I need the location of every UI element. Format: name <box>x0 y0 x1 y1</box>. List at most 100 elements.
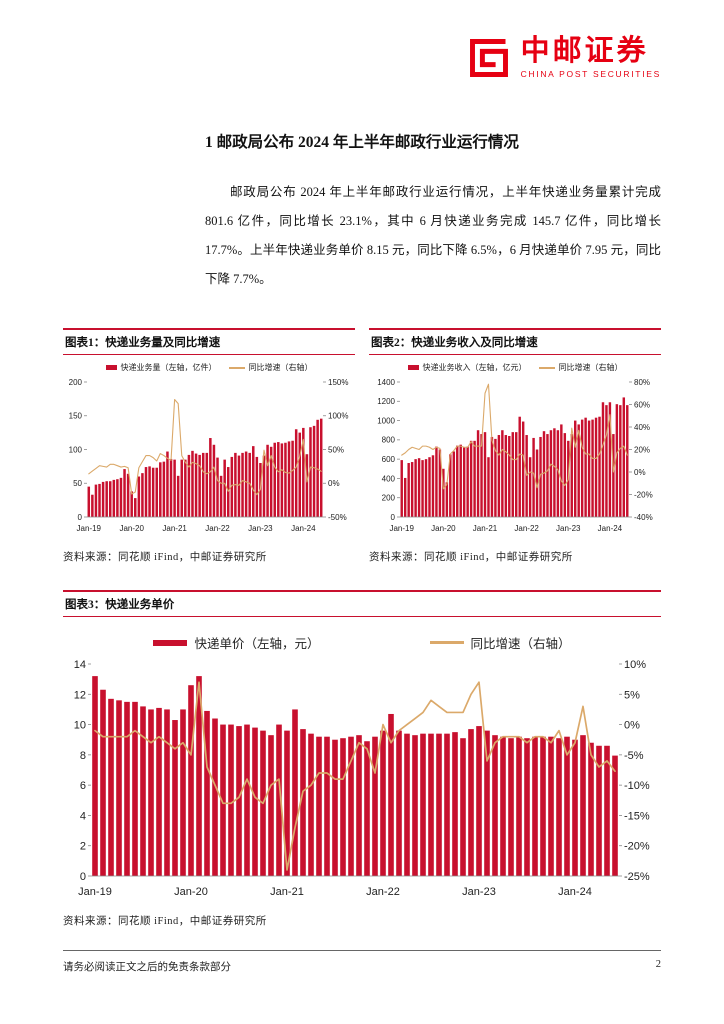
svg-text:200: 200 <box>69 378 83 387</box>
svg-text:0%: 0% <box>328 479 340 488</box>
svg-text:Jan-20: Jan-20 <box>431 524 456 533</box>
brand-text: 中邮证券 CHINA POST SECURITIES <box>521 37 661 79</box>
brand-name-cn: 中邮证券 <box>520 35 649 68</box>
svg-text:0: 0 <box>80 871 86 883</box>
svg-text:1200: 1200 <box>377 397 395 406</box>
svg-text:40%: 40% <box>634 423 650 432</box>
svg-text:600: 600 <box>382 455 396 464</box>
figure3-legend-bars: 快递单价（左轴，元） <box>153 633 320 652</box>
figure3-legend-line: 同比增速（右轴） <box>429 633 571 652</box>
svg-text:Jan-20: Jan-20 <box>174 886 208 898</box>
figure3-block: 图表3：快递业务单价 快递单价（左轴，元） 同比增速（右轴） 0 2 4 6 8 10 12… <box>63 590 661 928</box>
svg-text:0%: 0% <box>634 468 646 477</box>
figure2-chart-canvas: 0 200 400 600 800 1000 1200 1400 -40% -20% 0% 20% 40… <box>369 374 661 539</box>
svg-text:100: 100 <box>69 445 83 454</box>
figure3-chart-svg: 0 2 4 6 8 10 12 14 -25% -20% -15% -10% -5% 0% 5% 10% Jan… <box>74 659 650 898</box>
figure2-title: 图表2：快递业务收入及同比增速 <box>369 328 661 355</box>
figure1-legend: 快递业务量（左轴，亿件） 同比增速（右轴） <box>63 362 355 373</box>
svg-text:-10%: -10% <box>624 780 650 792</box>
figure1-chart-canvas: 0 50 100 150 200 -50% 0% 50% 100% 150% Jan-19 Jan-2… <box>63 374 355 539</box>
svg-text:1000: 1000 <box>377 416 395 425</box>
svg-text:100%: 100% <box>328 412 348 421</box>
figure2-line-legend-label: 同比增速（右轴） <box>558 363 623 372</box>
svg-text:-25%: -25% <box>624 871 650 883</box>
svg-text:-5%: -5% <box>624 750 644 762</box>
line-legend-swatch-icon <box>228 366 245 369</box>
figure1-block: 图表1：快递业务量及同比增速 快递业务量（左轴，亿件） 同比增速（右轴） 0 50… <box>63 328 355 564</box>
svg-text:-20%: -20% <box>634 490 653 499</box>
svg-text:50: 50 <box>73 479 82 488</box>
svg-text:2: 2 <box>80 841 86 853</box>
figure1-chart-svg: 0 50 100 150 200 -50% 0% 50% 100% 150% Jan-19 Jan-2… <box>69 378 349 533</box>
figure1-legend-line: 同比增速（右轴） <box>228 362 313 373</box>
section-heading: 1 邮政局公布 2024 年上半年邮政行业运行情况 <box>205 134 519 151</box>
svg-text:10: 10 <box>74 720 86 732</box>
svg-text:20%: 20% <box>634 445 650 454</box>
svg-text:10%: 10% <box>624 659 646 671</box>
page-footer: 请务必阅读正文之后的免责条款部分 2 <box>63 950 661 974</box>
svg-text:Jan-22: Jan-22 <box>514 524 539 533</box>
svg-text:14: 14 <box>74 659 86 671</box>
figure3-source-note: 资料来源：同花顺 iFind，中邮证券研究所 <box>63 916 267 927</box>
body-paragraph: 邮政局公布 2024 年上半年邮政行业运行情况，上半年快递业务量累计完成 801… <box>205 185 661 286</box>
figure2-chart-svg: 0 200 400 600 800 1000 1200 1400 -40% -20% 0% 20% 40… <box>377 378 653 533</box>
svg-text:Jan-21: Jan-21 <box>473 524 498 533</box>
bar-legend-swatch-icon <box>105 365 117 370</box>
svg-text:0%: 0% <box>624 720 640 732</box>
svg-text:-15%: -15% <box>624 810 650 822</box>
svg-text:Jan-21: Jan-21 <box>270 886 304 898</box>
svg-text:8: 8 <box>80 750 86 762</box>
svg-text:4: 4 <box>80 810 86 822</box>
svg-text:Jan-22: Jan-22 <box>205 524 230 533</box>
figure1-bar-legend-label: 快递业务量（左轴，亿件） <box>120 363 217 372</box>
svg-text:400: 400 <box>382 474 396 483</box>
svg-text:200: 200 <box>382 494 396 503</box>
svg-text:Jan-20: Jan-20 <box>119 524 144 533</box>
svg-text:Jan-22: Jan-22 <box>366 886 400 898</box>
china-post-logo-icon <box>469 39 508 77</box>
svg-text:Jan-24: Jan-24 <box>598 524 623 533</box>
svg-text:1400: 1400 <box>377 378 395 387</box>
svg-text:0: 0 <box>78 513 83 522</box>
svg-text:Jan-19: Jan-19 <box>389 524 414 533</box>
figure1-title: 图表1：快递业务量及同比增速 <box>63 328 355 355</box>
brand-name-en: CHINA POST SECURITIES <box>520 69 661 80</box>
svg-text:Jan-23: Jan-23 <box>462 886 496 898</box>
bar-legend-swatch-icon <box>153 639 188 646</box>
svg-text:-50%: -50% <box>328 513 347 522</box>
svg-text:-40%: -40% <box>634 513 653 522</box>
svg-text:Jan-24: Jan-24 <box>291 524 316 533</box>
svg-text:Jan-21: Jan-21 <box>162 524 187 533</box>
figure1-line-legend-label: 同比增速（右轴） <box>248 363 313 372</box>
figures-row: 图表1：快递业务量及同比增速 快递业务量（左轴，亿件） 同比增速（右轴） 0 50… <box>63 328 661 564</box>
report-content: 1 邮政局公布 2024 年上半年邮政行业运行情况 邮政局公布 2024 年上半… <box>0 130 724 928</box>
svg-text:Jan-19: Jan-19 <box>77 524 102 533</box>
figure3-legend: 快递单价（左轴，元） 同比增速（右轴） <box>63 633 661 652</box>
svg-text:800: 800 <box>382 436 396 445</box>
footer-disclaimer: 请务必阅读正文之后的免责条款部分 <box>63 962 231 973</box>
svg-text:0: 0 <box>391 513 396 522</box>
page-number: 2 <box>655 959 661 970</box>
figure3-line-legend-label: 同比增速（右轴） <box>470 637 571 651</box>
line-legend-swatch-icon <box>429 641 464 644</box>
figure2-legend-line: 同比增速（右轴） <box>538 362 623 373</box>
svg-text:Jan-23: Jan-23 <box>556 524 581 533</box>
svg-text:Jan-24: Jan-24 <box>558 886 592 898</box>
svg-text:12: 12 <box>74 689 86 701</box>
svg-text:6: 6 <box>80 780 86 792</box>
svg-text:Jan-23: Jan-23 <box>248 524 273 533</box>
figure2-source-note: 资料来源：同花顺 iFind，中邮证券研究所 <box>369 552 573 563</box>
bar-legend-swatch-icon <box>407 365 419 370</box>
svg-text:150: 150 <box>69 412 83 421</box>
figure2-block: 图表2：快递业务收入及同比增速 快递业务收入（左轴，亿元） 同比增速（右轴） 0… <box>369 328 661 564</box>
figure2-bar-legend-label: 快递业务收入（左轴，亿元） <box>422 363 527 372</box>
svg-text:Jan-19: Jan-19 <box>78 886 112 898</box>
brand-header: 中邮证券 CHINA POST SECURITIES <box>467 36 661 80</box>
line-legend-swatch-icon <box>538 366 555 369</box>
figure2-legend: 快递业务收入（左轴，亿元） 同比增速（右轴） <box>369 362 661 373</box>
figure3-title: 图表3：快递业务单价 <box>63 590 661 617</box>
svg-text:-20%: -20% <box>624 841 650 853</box>
svg-text:60%: 60% <box>634 400 650 409</box>
svg-text:80%: 80% <box>634 378 650 387</box>
